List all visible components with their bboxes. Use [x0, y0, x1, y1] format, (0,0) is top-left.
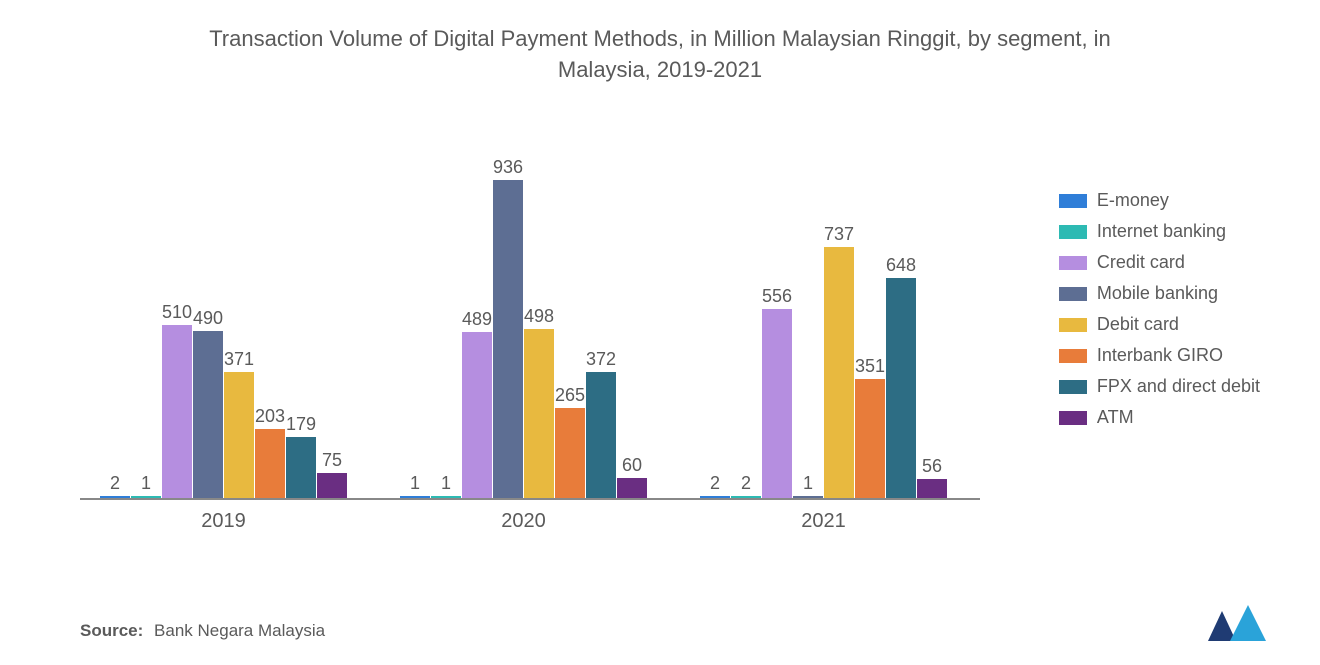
bar: 498	[524, 329, 554, 498]
bar: 556	[762, 309, 792, 498]
legend-item: Credit card	[1059, 252, 1260, 273]
category-label: 2019	[201, 498, 246, 533]
category-label: 2020	[501, 498, 546, 533]
legend-item: Debit card	[1059, 314, 1260, 335]
bar-group: 225561737351648562021	[700, 247, 947, 498]
bar-value-label: 56	[922, 456, 942, 479]
bar: 936	[493, 180, 523, 498]
bar: 60	[617, 478, 647, 498]
legend-item: ATM	[1059, 407, 1260, 428]
legend-item: Mobile banking	[1059, 283, 1260, 304]
legend-item: Internet banking	[1059, 221, 1260, 242]
bar-value-label: 556	[762, 286, 792, 309]
source-label: Source:	[80, 621, 143, 640]
bar: 510	[162, 325, 192, 498]
brand-logo-icon	[1208, 605, 1272, 641]
bar: 489	[462, 332, 492, 498]
legend-label: ATM	[1097, 407, 1134, 428]
legend-swatch	[1059, 194, 1087, 208]
bar-value-label: 371	[224, 349, 254, 372]
bar-value-label: 265	[555, 385, 585, 408]
legend-swatch	[1059, 380, 1087, 394]
source-text: Bank Negara Malaysia	[154, 621, 325, 640]
legend-item: Interbank GIRO	[1059, 345, 1260, 366]
bar: 737	[824, 247, 854, 498]
legend-label: FPX and direct debit	[1097, 376, 1260, 397]
bar-value-label: 75	[322, 450, 342, 473]
legend-label: Debit card	[1097, 314, 1179, 335]
bar: 351	[855, 379, 885, 498]
bar: 75	[317, 473, 347, 499]
bar-value-label: 737	[824, 224, 854, 247]
legend-swatch	[1059, 411, 1087, 425]
legend-swatch	[1059, 256, 1087, 270]
bar-value-label: 1	[803, 473, 813, 496]
bar-value-label: 489	[462, 309, 492, 332]
bar: 2	[731, 496, 761, 498]
bar-value-label: 1	[410, 473, 420, 496]
legend-label: Mobile banking	[1097, 283, 1218, 304]
bar-value-label: 936	[493, 157, 523, 180]
bar: 490	[193, 331, 223, 498]
bar: 56	[917, 479, 947, 498]
category-label: 2021	[801, 498, 846, 533]
legend-item: E-money	[1059, 190, 1260, 211]
legend: E-money Internet banking Credit card Mobile…	[1059, 190, 1260, 428]
bar-value-label: 510	[162, 302, 192, 325]
legend-item: FPX and direct debit	[1059, 376, 1260, 397]
legend-swatch	[1059, 287, 1087, 301]
bar: 1	[400, 496, 430, 498]
legend-label: Internet banking	[1097, 221, 1226, 242]
bar-value-label: 1	[441, 473, 451, 496]
legend-swatch	[1059, 349, 1087, 363]
bar-value-label: 490	[193, 308, 223, 331]
bar-value-label: 179	[286, 414, 316, 437]
chart-title: Transaction Volume of Digital Payment Me…	[0, 0, 1320, 86]
bar-value-label: 648	[886, 255, 916, 278]
bar-value-label: 203	[255, 406, 285, 429]
bar-value-label: 2	[741, 473, 751, 496]
bar: 372	[586, 372, 616, 498]
legend-swatch	[1059, 318, 1087, 332]
bar-value-label: 2	[710, 473, 720, 496]
chart-area: 2151049037120317975201911489936498265372…	[80, 160, 980, 540]
bar-value-label: 498	[524, 306, 554, 329]
bar-value-label: 2	[110, 473, 120, 496]
bar: 203	[255, 429, 285, 498]
legend-label: Interbank GIRO	[1097, 345, 1223, 366]
bar: 1	[131, 496, 161, 498]
plot-area: 2151049037120317975201911489936498265372…	[80, 160, 980, 500]
bar: 371	[224, 372, 254, 498]
legend-label: Credit card	[1097, 252, 1185, 273]
legend-swatch	[1059, 225, 1087, 239]
bar: 2	[100, 496, 130, 498]
bar: 265	[555, 408, 585, 498]
bar-group: 21510490371203179752019	[100, 325, 347, 498]
bar-group: 11489936498265372602020	[400, 180, 647, 498]
bar-value-label: 351	[855, 356, 885, 379]
bar: 2	[700, 496, 730, 498]
source-line: Source: Bank Negara Malaysia	[80, 621, 325, 641]
bar: 1	[431, 496, 461, 498]
bar: 648	[886, 278, 916, 498]
bar-value-label: 1	[141, 473, 151, 496]
bar: 179	[286, 437, 316, 498]
legend-label: E-money	[1097, 190, 1169, 211]
bar-value-label: 60	[622, 455, 642, 478]
bar-value-label: 372	[586, 349, 616, 372]
